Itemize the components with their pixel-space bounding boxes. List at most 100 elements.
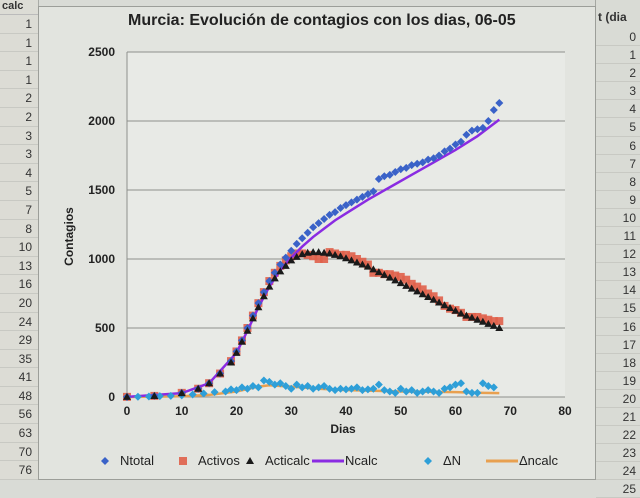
calc-cell[interactable]: 56 (0, 405, 38, 425)
data-point (232, 386, 241, 395)
data-point (320, 381, 329, 390)
calc-cell[interactable]: 29 (0, 331, 38, 350)
data-point (478, 317, 487, 325)
calc-cell[interactable]: 1 (0, 34, 38, 53)
t-dia-cell[interactable]: 17 (596, 336, 640, 354)
calc-cell[interactable]: 76 (0, 461, 38, 480)
data-point (150, 392, 159, 400)
calc-cell[interactable]: 1 (0, 15, 38, 34)
t-dia-cell[interactable]: 20 (596, 390, 640, 408)
legend-label: Activos (198, 453, 240, 468)
x-tick-label: 40 (339, 404, 353, 418)
calc-cell[interactable]: 2 (0, 108, 38, 127)
data-point (473, 388, 482, 397)
t-dia-cell[interactable]: 22 (596, 426, 640, 445)
legend-label: ΔN (443, 453, 461, 468)
data-point (342, 254, 350, 262)
calc-cell[interactable]: 1 (0, 52, 38, 71)
data-point (259, 292, 268, 300)
t-dia-cell[interactable]: 25 (596, 480, 640, 498)
data-point (248, 314, 257, 322)
data-point (495, 99, 504, 108)
t-dia-cell[interactable]: 21 (596, 408, 640, 427)
t-dia-cell[interactable]: 2 (596, 64, 640, 83)
t-dia-cell[interactable]: 11 (596, 227, 640, 246)
x-tick-label: 20 (230, 404, 244, 418)
data-point (314, 248, 323, 256)
calc-cell[interactable]: 10 (0, 238, 38, 257)
t-dia-cell[interactable]: 13 (596, 263, 640, 282)
t-dia-cell[interactable]: 8 (596, 173, 640, 191)
data-point (495, 324, 504, 331)
calc-cell[interactable]: 41 (0, 368, 38, 387)
data-point (320, 255, 329, 263)
calc-cell[interactable]: 5 (0, 182, 38, 201)
legend-swatch-Acticalc (246, 457, 254, 464)
calc-cell[interactable]: 70 (0, 443, 38, 462)
data-point (254, 299, 263, 308)
data-point (413, 287, 422, 295)
t-dia-cell[interactable]: 18 (596, 354, 640, 372)
data-point (451, 306, 460, 314)
t-dia-cell[interactable]: 9 (596, 191, 640, 209)
calc-cell[interactable]: 4 (0, 164, 38, 183)
data-point (435, 298, 444, 306)
t-dia-cell[interactable]: 15 (596, 299, 640, 318)
t-dia-cell[interactable]: 6 (596, 137, 640, 155)
calc-cell[interactable]: 1 (0, 71, 38, 90)
calc-cell[interactable]: 7 (0, 201, 38, 220)
calc-cell[interactable]: 8 (0, 220, 38, 239)
data-point (352, 258, 361, 266)
data-point (456, 379, 465, 388)
data-point (342, 385, 350, 394)
t-dia-cell[interactable]: 0 (596, 28, 640, 47)
data-point (451, 380, 460, 389)
t-dia-cell[interactable]: 14 (596, 281, 640, 300)
t-dia-cell[interactable]: 23 (596, 444, 640, 463)
data-point (391, 271, 400, 280)
calc-cell[interactable]: 35 (0, 350, 38, 369)
calc-cell[interactable]: 3 (0, 127, 38, 146)
data-point (435, 388, 444, 397)
data-point (331, 250, 340, 258)
calc-cell[interactable]: 20 (0, 294, 38, 313)
t-dia-cell[interactable]: 12 (596, 245, 640, 264)
data-point (270, 274, 279, 282)
data-point (358, 260, 367, 268)
calc-cell[interactable]: 63 (0, 424, 38, 443)
data-point (369, 268, 378, 277)
data-point (358, 386, 367, 395)
t-dia-cell[interactable]: 19 (596, 372, 640, 390)
calc-cell[interactable]: 2 (0, 89, 38, 108)
data-point (495, 317, 504, 326)
spreadsheet-column-t-dia: t (dia 0 1 2 3 4 5 6 7 8 9 10 11 12 13 14 15 16 17 18 19 20 2… (595, 0, 640, 498)
data-point (188, 390, 197, 399)
t-dia-cell[interactable]: 1 (596, 46, 640, 65)
calc-cell[interactable]: 24 (0, 313, 38, 332)
t-dia-cell[interactable]: 16 (596, 318, 640, 336)
data-point (320, 248, 329, 256)
t-dia-cell[interactable]: 5 (596, 118, 640, 137)
data-point (440, 301, 449, 309)
column-header-calc[interactable]: calc (0, 0, 38, 15)
data-point (489, 317, 498, 326)
data-point (489, 105, 498, 114)
column-header-t-dia[interactable]: t (dia (598, 10, 627, 24)
calc-cell[interactable]: 13 (0, 257, 38, 276)
t-dia-cell[interactable]: 3 (596, 82, 640, 101)
x-tick-label: 0 (124, 404, 131, 418)
data-point (396, 272, 405, 281)
calc-cell[interactable]: 16 (0, 275, 38, 294)
data-point (489, 321, 498, 329)
calc-cell[interactable]: 3 (0, 145, 38, 164)
data-point (396, 165, 405, 174)
y-tick-label: 2500 (88, 45, 115, 59)
data-point (446, 383, 455, 392)
legend-swatch-ΔN (424, 457, 432, 465)
data-point (292, 252, 301, 260)
calc-cell[interactable]: 48 (0, 387, 38, 406)
t-dia-cell[interactable]: 7 (596, 155, 640, 173)
t-dia-cell[interactable]: 10 (596, 209, 640, 228)
t-dia-cell[interactable]: 4 (596, 100, 640, 119)
data-point (352, 195, 361, 204)
